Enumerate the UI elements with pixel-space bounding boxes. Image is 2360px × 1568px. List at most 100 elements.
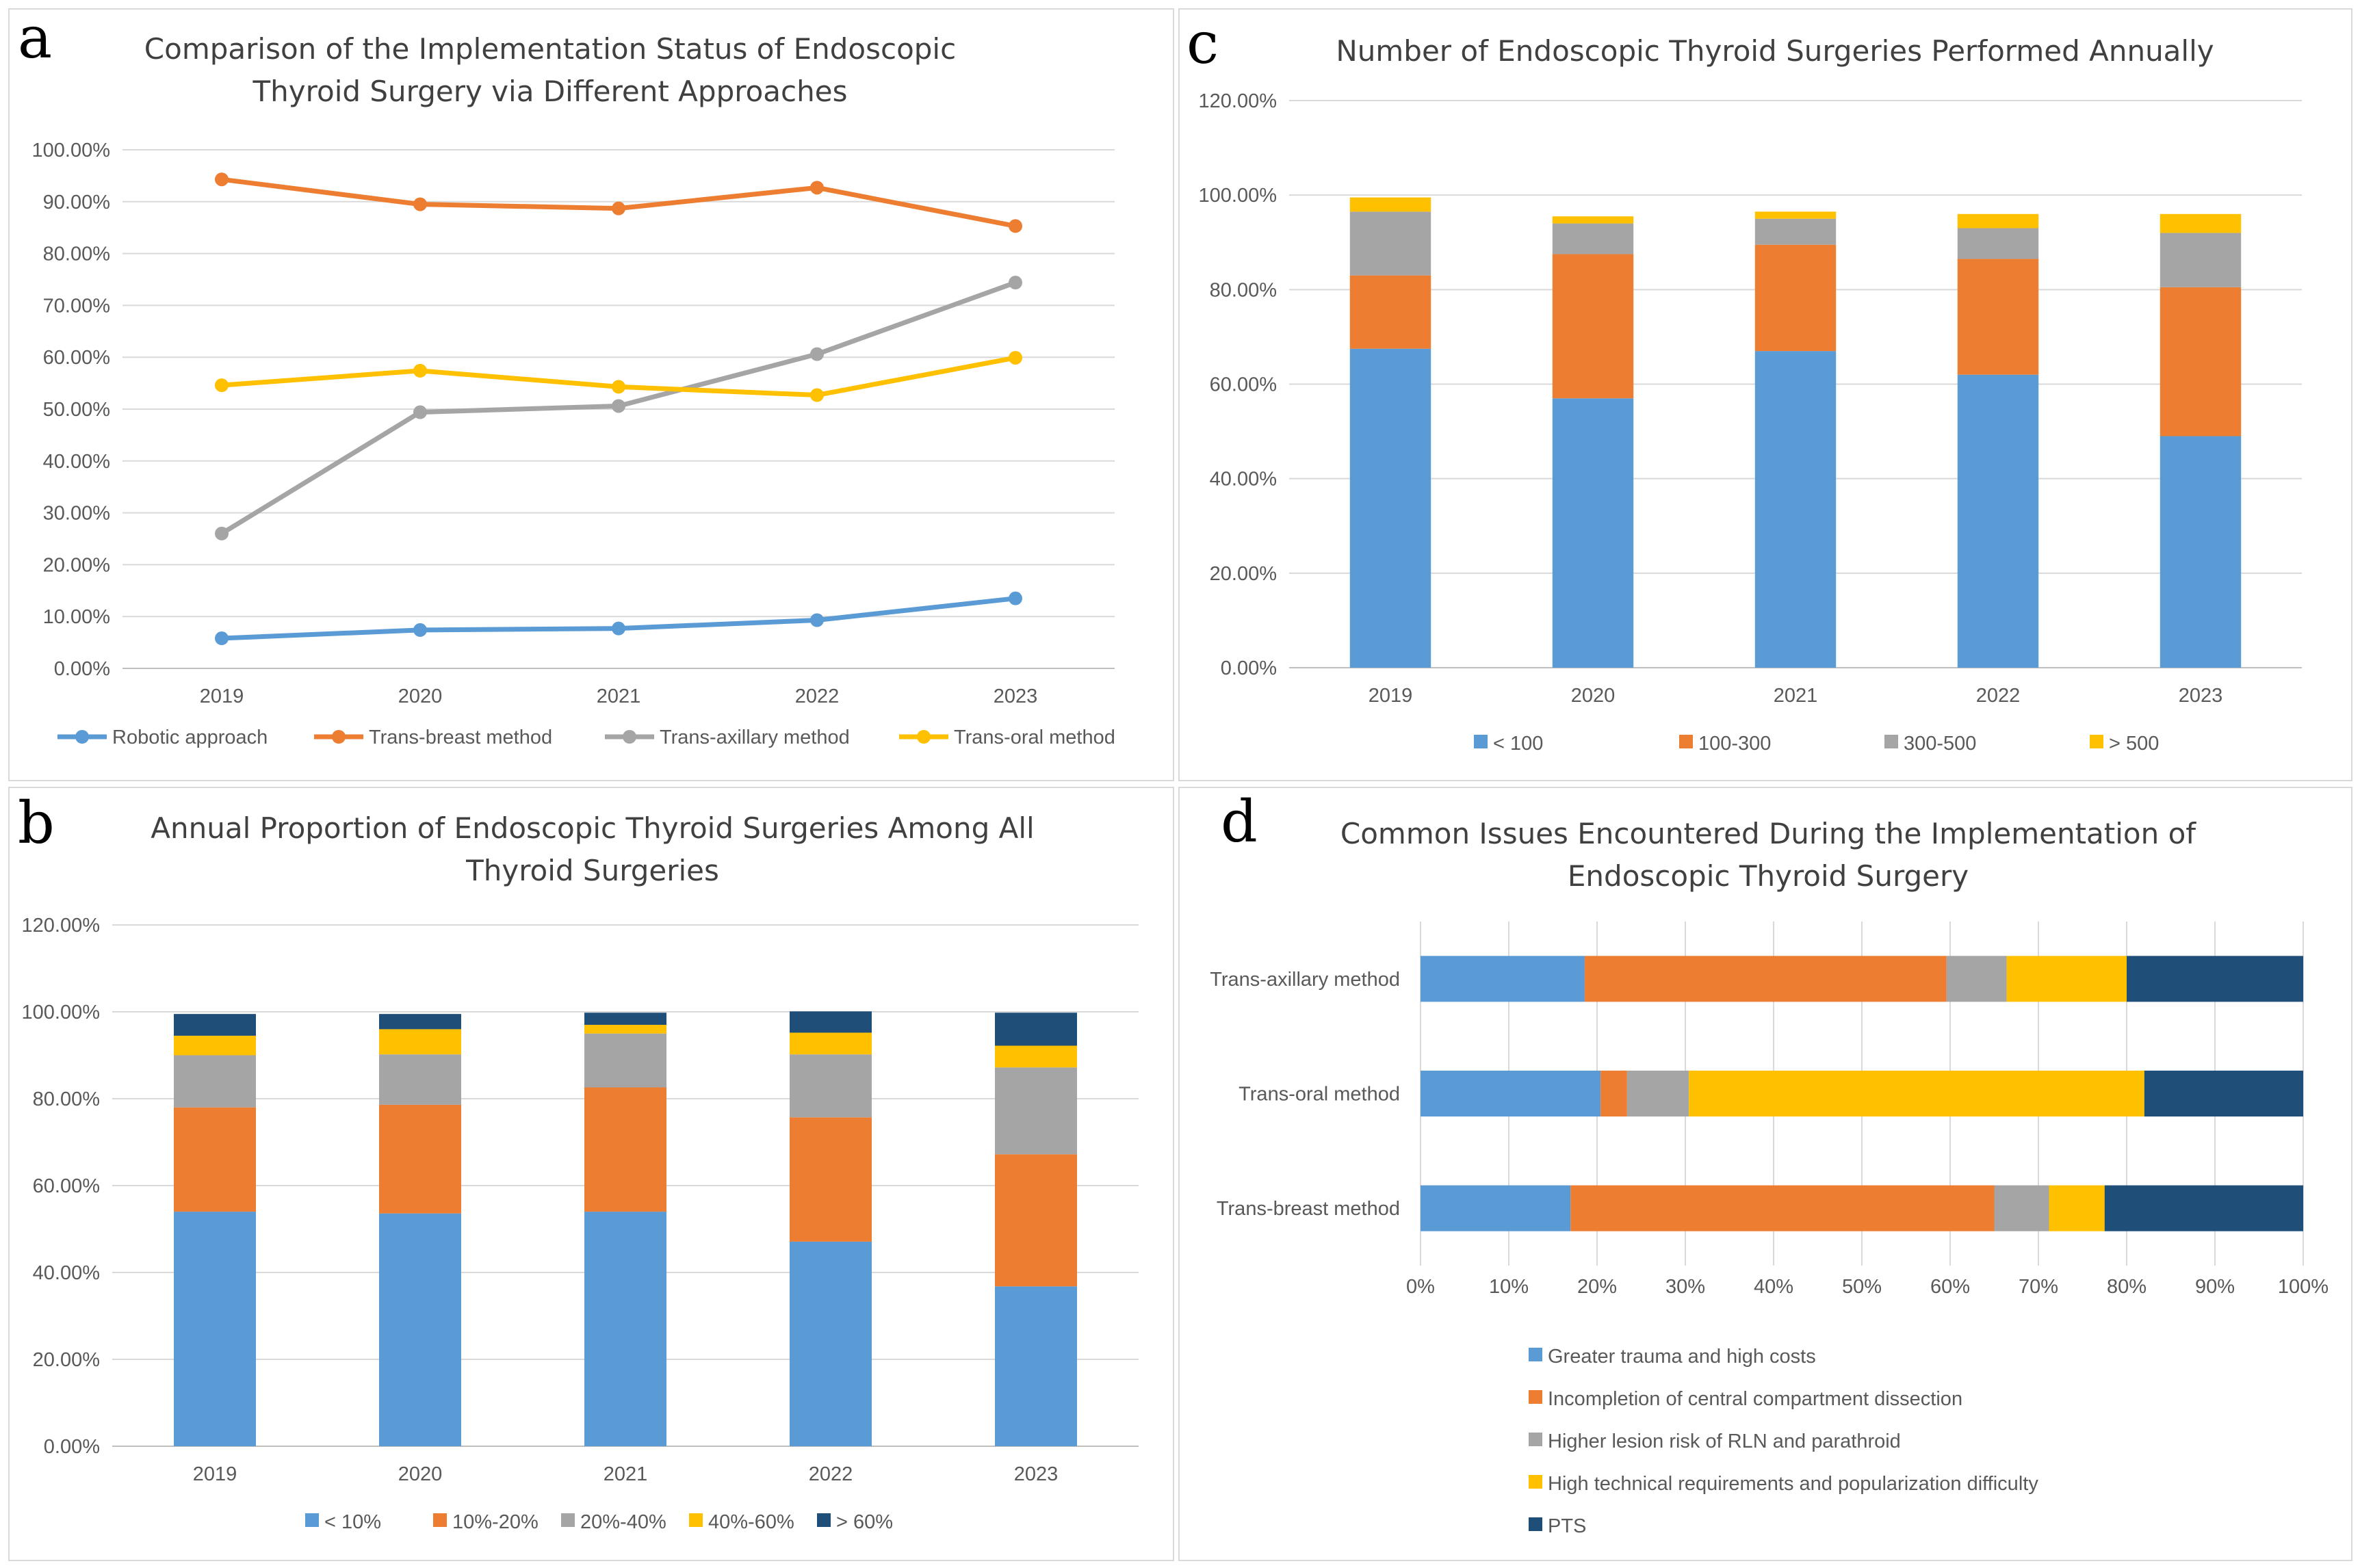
chart-d-bar-segment: [2127, 956, 2303, 1002]
chart-b-bar-segment: [584, 1025, 666, 1034]
chart-b-legend-swatch: [817, 1513, 831, 1527]
chart-c-ytick-label: 20.00%: [1210, 563, 1277, 585]
chart-d-bar-segment: [1570, 1185, 1995, 1231]
chart-c-bar-segment: [2160, 233, 2242, 287]
chart-c-ytick-label: 40.00%: [1210, 469, 1277, 491]
chart-d-category-label: Trans-breast method: [1217, 1198, 1400, 1220]
panel-letter-b: b: [18, 789, 55, 857]
chart-a-data-point: [810, 181, 824, 195]
chart-a-ytick-label: 40.00%: [43, 451, 110, 473]
chart-b-xtick-label: 2023: [1014, 1463, 1059, 1485]
chart-a-title-line-2: Thyroid Surgery via Different Approaches: [252, 75, 848, 108]
chart-a-ytick-label: 0.00%: [54, 658, 110, 680]
chart-c-bar-segment: [1349, 211, 1431, 276]
chart-b-legend-swatch: [561, 1513, 575, 1527]
chart-b-legend-label: < 10%: [324, 1511, 381, 1533]
chart-b-title-line-1: Annual Proportion of Endoscopic Thyroid …: [151, 811, 1034, 845]
chart-c-legend-swatch: [1884, 735, 1898, 748]
chart-a-ytick-label: 90.00%: [43, 192, 110, 213]
chart-b-legend-label: 20%-40%: [580, 1511, 666, 1533]
chart-c-svg: c Number of Endoscopic Thyroid Surgeries …: [1187, 10, 2302, 755]
chart-b-bar-segment: [379, 1014, 461, 1030]
chart-b-bar-segment: [995, 1012, 1077, 1046]
chart-b-bar-segment: [790, 1054, 872, 1118]
chart-d-category-label: Trans-axillary method: [1210, 969, 1400, 991]
chart-d-xtick-label: 10%: [1489, 1276, 1529, 1298]
chart-c-legend-label: < 100: [1493, 733, 1543, 755]
chart-c-bar-segment: [1349, 197, 1431, 212]
chart-a-data-point: [612, 621, 625, 636]
chart-a-ytick-label: 20.00%: [43, 554, 110, 576]
chart-b-bar-segment: [995, 1286, 1077, 1446]
chart-d-legend-label: High technical requirements and populari…: [1548, 1473, 2038, 1495]
chart-b-legend-label: 40%-60%: [708, 1511, 794, 1533]
chart-a-xtick-label: 2023: [994, 685, 1038, 707]
chart-a-svg: a Comparison of the Implementation Status…: [18, 10, 1115, 748]
chart-c-xtick-label: 2019: [1369, 685, 1413, 707]
chart-a-data-point: [413, 197, 427, 211]
chart-b-xtick-label: 2021: [604, 1463, 648, 1485]
chart-a-data-point: [1009, 276, 1022, 290]
chart-a-data-point: [215, 378, 229, 393]
chart-a-xtick-label: 2021: [597, 685, 641, 707]
chart-c-bar-segment: [1957, 228, 2039, 259]
chart-b-xtick-label: 2022: [809, 1463, 853, 1485]
chart-d-xtick-label: 20%: [1577, 1276, 1617, 1298]
chart-a-ytick-label: 70.00%: [43, 295, 110, 317]
chart-a-xtick-label: 2020: [398, 685, 443, 707]
chart-d-legend-swatch: [1529, 1517, 1542, 1531]
chart-c-bar-segment: [1552, 216, 1634, 224]
chart-b-bar-segment: [584, 1012, 666, 1025]
chart-c-bar-segment: [2160, 436, 2242, 668]
panel-b: b Annual Proportion of Endoscopic Thyroid…: [8, 787, 1174, 1561]
chart-b-ytick-label: 100.00%: [22, 1002, 101, 1023]
chart-d-bar-segment: [1946, 956, 2007, 1002]
chart-c-bar-segment: [1552, 223, 1634, 254]
chart-c-bar-segment: [1957, 259, 2039, 375]
chart-b-bar-segment: [174, 1014, 256, 1036]
chart-b-bar-segment: [790, 1032, 872, 1055]
chart-d-bar-segment: [1994, 1185, 2049, 1231]
chart-c-xtick-label: 2022: [1976, 685, 2021, 707]
chart-d-bar-segment: [1689, 1070, 2144, 1117]
chart-a-data-point: [413, 623, 427, 637]
chart-d-svg: d Common Issues Encountered During the Im…: [1210, 788, 2329, 1537]
chart-b-bar-segment: [379, 1104, 461, 1214]
chart-a-data-point: [1009, 350, 1022, 365]
chart-c-bar-segment: [1754, 211, 1837, 219]
chart-d-legend-label: Higher lesion risk of RLN and parathroid: [1548, 1430, 1901, 1452]
chart-b-legend-label: > 60%: [836, 1511, 893, 1533]
chart-d-xtick-label: 100%: [2278, 1276, 2329, 1298]
chart-a-legend-label: Trans-breast method: [369, 727, 552, 748]
chart-c-bar-segment: [1957, 374, 2039, 668]
chart-a-title-line-1: Comparison of the Implementation Status …: [144, 32, 956, 66]
chart-a-data-point: [1009, 219, 1022, 233]
chart-a-data-point: [215, 172, 229, 187]
chart-d-bar-segment: [1421, 956, 1585, 1002]
chart-a-data-point: [810, 388, 824, 402]
chart-d-legend-label: Incompletion of central compartment diss…: [1548, 1388, 1962, 1410]
chart-b-bar-segment: [995, 1045, 1077, 1068]
chart-a-legend-marker: [332, 730, 346, 744]
chart-a-legend-marker: [75, 730, 89, 744]
chart-c-ytick-label: 120.00%: [1199, 90, 1278, 112]
chart-b-legend-swatch: [305, 1513, 319, 1527]
chart-a-data-point: [810, 613, 824, 627]
chart-c-bar-segment: [1754, 218, 1837, 245]
chart-b-ytick-label: 40.00%: [33, 1262, 100, 1284]
chart-d-bar-segment: [2006, 956, 2127, 1002]
chart-a-ytick-label: 100.00%: [32, 140, 111, 161]
chart-a-xtick-label: 2022: [795, 685, 840, 707]
chart-a-ytick-label: 30.00%: [43, 503, 110, 525]
chart-a-data-point: [810, 347, 824, 361]
chart-d-xtick-label: 40%: [1754, 1276, 1793, 1298]
chart-b-bar-segment: [174, 1055, 256, 1108]
chart-a-data-point: [215, 631, 229, 646]
chart-c-legend-label: 300-500: [1904, 733, 1976, 755]
chart-d-xtick-label: 30%: [1665, 1276, 1705, 1298]
chart-b-ytick-label: 20.00%: [33, 1349, 100, 1371]
chart-d-xtick-label: 60%: [1930, 1276, 1970, 1298]
chart-c-legend-swatch: [1474, 735, 1488, 748]
chart-b-svg: b Annual Proportion of Endoscopic Thyroid…: [18, 789, 1139, 1533]
chart-c-xtick-label: 2021: [1774, 685, 1818, 707]
